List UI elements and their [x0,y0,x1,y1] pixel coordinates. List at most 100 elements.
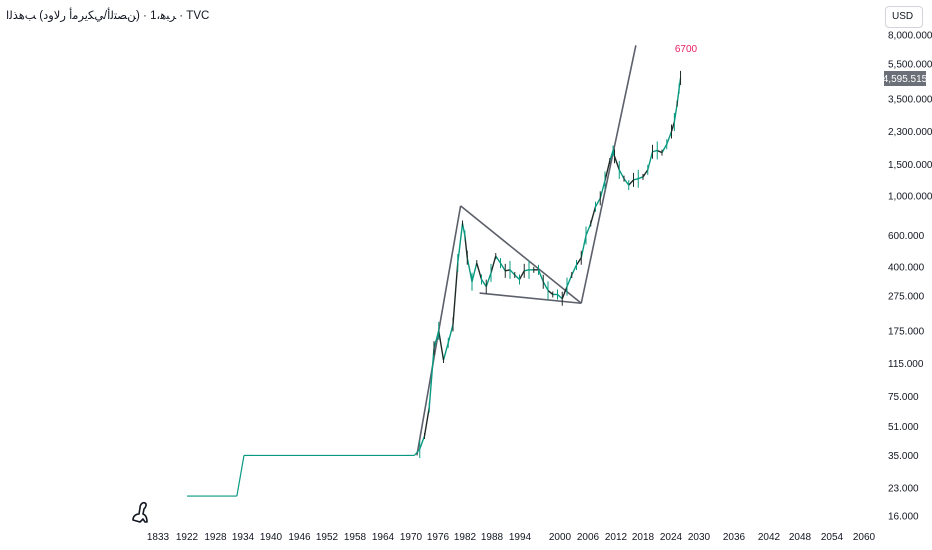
series-segment [561,286,568,299]
series-segment [637,176,644,180]
y-tick-label: 51.000 [888,422,919,433]
series-segment [428,348,435,408]
y-tick-label: 75.000 [888,392,919,403]
x-tick-label: 2000 [549,532,572,543]
series-segment [236,455,245,497]
series-segment [566,274,573,287]
series-segment [505,269,511,272]
series-segment [438,330,445,361]
y-tick-label: 175.000 [888,326,925,337]
series-segment [666,131,673,145]
series-segment [485,272,492,287]
series-segment [652,149,658,153]
series-segment [585,223,592,236]
y-tick-label: 1,000.000 [888,191,932,202]
tradingview-logo-icon [132,501,148,523]
x-tick-label: 2006 [577,532,600,543]
series-segment [414,448,421,456]
x-tick-label: 2060 [853,532,876,543]
x-tick-label: 2054 [821,532,844,543]
series-segment [542,281,549,291]
series-segment [547,289,554,296]
symbol-line: ﺮﺒﻫ،1 · (ﻦﺼﺘﻟأ/ﻲﻜﻳﺮﻣأ ﺭﻻﻭﺩ) ﺐﻫﺬﻟﺍ · TVC [6,10,210,22]
series-segment [499,262,506,272]
y-tick-label: 600.000 [888,231,925,242]
symbol-title: ﺮﺒﻫ،1 · (ﻦﺼﺘﻟأ/ﻲﻜﻳﺮﻣأ ﺭﻻﻭﺩ) ﺐﻫﺬﻟﺍ · TVC [6,8,212,22]
y-tick-label: 8,000.000 [888,31,932,42]
series-segment [590,206,597,224]
x-tick-label: 1946 [288,532,311,543]
last-price-label: 4,595.515 [883,74,928,85]
x-tick-label: 1934 [232,532,255,543]
series-segment [457,223,464,264]
x-tick-label: 2012 [605,532,628,543]
y-axis: 8,000.000 5,500.000 3,500.000 2,300.000 1,50… [888,31,932,523]
y-tick-label: 115.000 [888,359,924,370]
series-segment [514,274,520,280]
series-segment [580,235,587,258]
series-segment [647,151,654,171]
x-tick-label: 1982 [454,532,477,543]
y-tick-label: 35.000 [888,451,919,462]
series-segment [452,263,459,325]
series-segment [518,270,525,280]
y-tick-label: 275.000 [888,291,925,302]
x-tick-label: 1994 [509,532,532,543]
series-segment [442,342,449,361]
series-segment [476,262,483,280]
trendlines-layer [416,45,637,456]
x-tick-label: 1940 [260,532,283,543]
series-segment [433,330,440,349]
x-tick-label: 1928 [204,532,227,543]
trendline[interactable] [479,292,582,305]
series-segment [633,177,639,181]
series-segment [618,169,625,180]
series-segment [604,160,611,181]
x-tick-label: 1958 [344,532,367,543]
y-tick-label: 23.000 [888,483,919,494]
trendline[interactable] [580,45,637,304]
x-tick-label: 2042 [758,532,781,543]
series-segment [571,264,578,276]
currency-button[interactable]: USD [885,6,923,28]
x-tick-label: 1922 [176,532,199,543]
series-segment [628,179,635,186]
series-segment [623,178,630,186]
x-tick-label: 1833 [147,532,170,543]
series-segment [599,180,606,199]
series-segment [661,143,668,153]
x-tick-label: 2018 [632,532,655,543]
y-tick-label: 1,500.000 [888,160,932,171]
series-segment [594,197,601,208]
last-price-tag: 4,595.515 [883,71,928,86]
series-segment [423,407,430,437]
series-segment [490,255,497,274]
x-tick-label: 2024 [660,532,683,543]
x-tick-label: 1952 [316,532,339,543]
y-tick-label: 3,500.000 [888,94,932,105]
series-segment [537,269,544,283]
series-segment [557,293,563,300]
series-segment [419,435,426,450]
trendline[interactable] [460,205,582,304]
y-tick-label: 2,300.000 [888,127,932,138]
x-tick-label: 2048 [789,532,812,543]
series-layer [187,70,682,497]
series-segment [609,150,614,162]
x-tick-label: 1964 [372,532,395,543]
series-segment [524,269,530,272]
series-segment [642,169,649,178]
x-tick-label: 1970 [400,532,423,543]
target-annotation-label: 6700 [675,44,698,55]
series-segment [613,156,620,171]
x-tick-label: 2030 [688,532,711,543]
x-tick-label: 1976 [427,532,450,543]
y-tick-label: 400.000 [888,262,925,273]
y-tick-label: 5,500.000 [888,60,932,71]
x-axis: 1833 1922 1928 1934 1940 1946 1952 1958 1964 1970… [147,532,876,543]
series-segment [575,257,582,266]
series-segment [471,262,478,282]
series-segment [466,257,473,282]
series-segment [480,279,487,287]
